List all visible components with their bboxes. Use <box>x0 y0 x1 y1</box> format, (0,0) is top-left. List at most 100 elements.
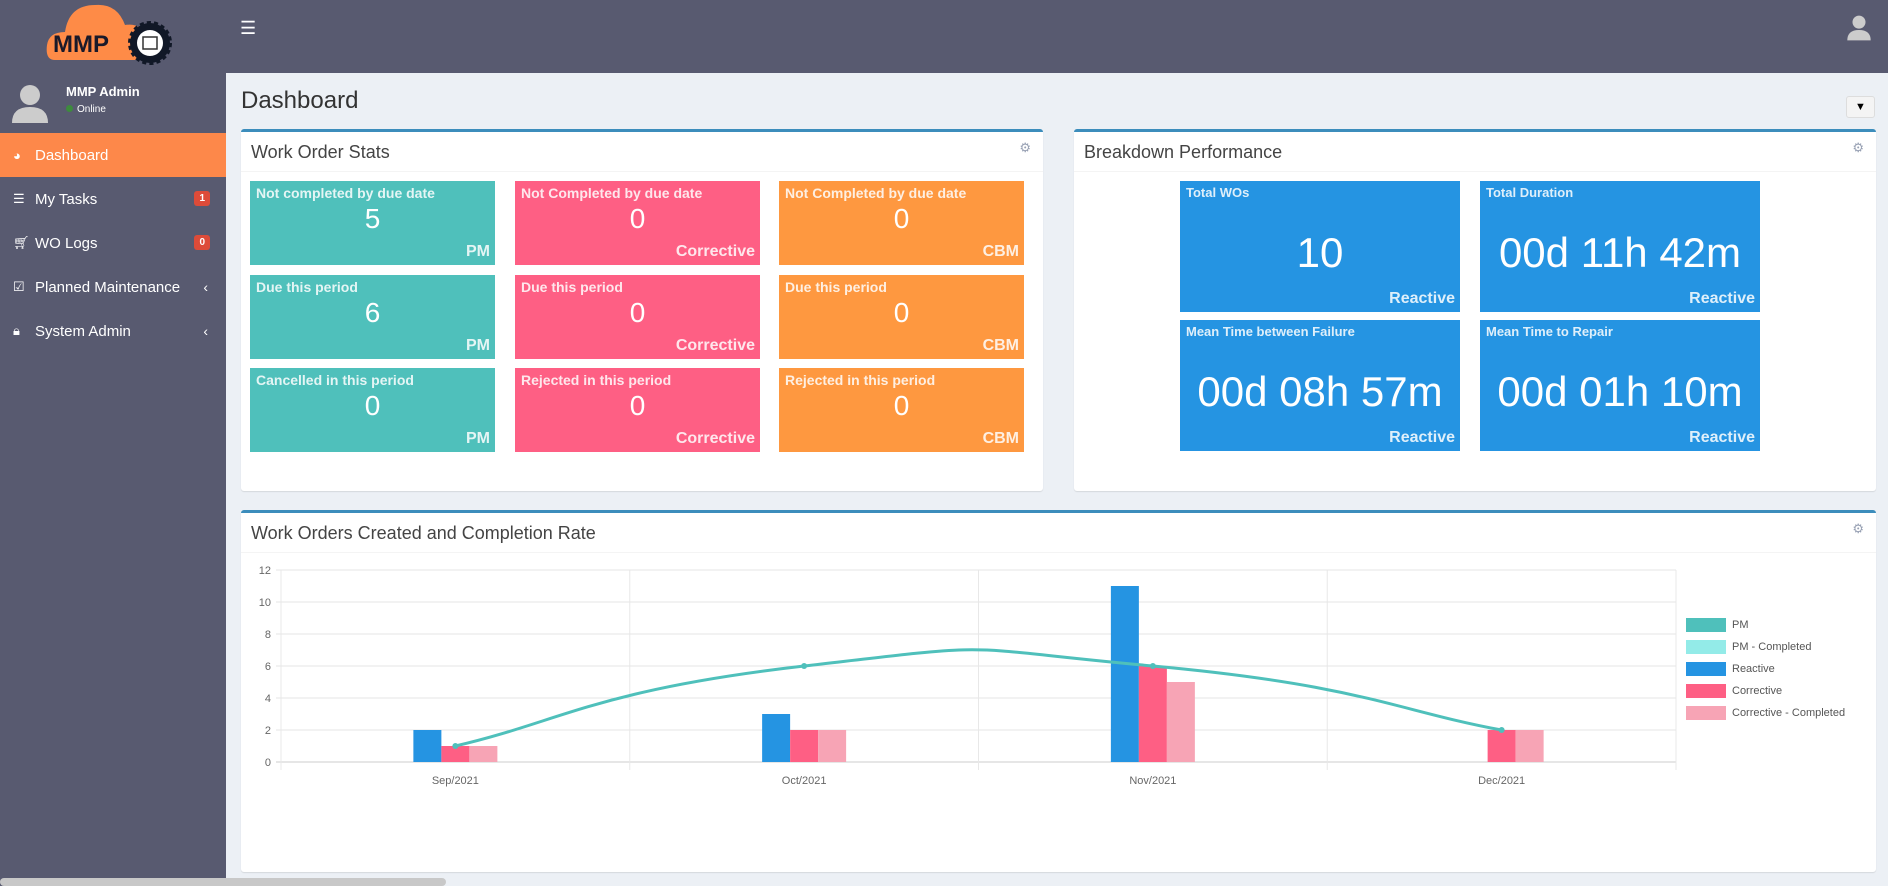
stat-value: 0 <box>629 203 646 234</box>
bar-reactive <box>1110 586 1139 762</box>
stat-card[interactable]: Rejected in this period 0 Corrective <box>515 368 760 452</box>
legend-item[interactable]: PM <box>1686 614 1845 636</box>
point-pm <box>1149 663 1156 669</box>
bar-reactive <box>413 730 442 762</box>
legend-label: PM <box>1732 619 1749 631</box>
cart-icon: 🛒︎ <box>13 235 30 250</box>
legend-item[interactable]: Corrective <box>1686 680 1845 702</box>
legend-label: Reactive <box>1732 663 1775 675</box>
work-order-stats-box: Work Order Stats ⚙ Not completed by due d… <box>241 129 1043 491</box>
stat-title: Cancelled in this period <box>256 372 414 388</box>
box-title: Breakdown Performance <box>1084 142 1283 162</box>
legend-swatch <box>1686 662 1726 676</box>
y-tick-label: 8 <box>265 629 271 641</box>
breakdown-value: 00d 01h 10m <box>1497 368 1743 415</box>
legend-swatch <box>1686 684 1726 698</box>
stat-card[interactable]: Due this period 0 CBM <box>779 275 1024 359</box>
legend-item[interactable]: Reactive <box>1686 658 1845 680</box>
user-menu-icon[interactable] <box>1846 14 1872 42</box>
stat-type: CBM <box>982 337 1019 354</box>
stat-card[interactable]: Rejected in this period 0 CBM <box>779 368 1024 452</box>
legend-item[interactable]: PM - Completed <box>1686 636 1845 658</box>
bar-corrective-completed <box>818 730 847 762</box>
avatar-icon <box>12 85 48 123</box>
calendar-check-icon: ☑ <box>13 279 25 294</box>
bar-corrective-completed <box>469 746 498 762</box>
legend-label: Corrective <box>1732 685 1783 697</box>
stat-value: 0 <box>629 297 646 328</box>
filter-button[interactable]: ▼ <box>1846 96 1875 118</box>
stat-title: Not Completed by due date <box>521 185 703 201</box>
stat-type: PM <box>466 243 490 260</box>
horizontal-scrollbar[interactable] <box>0 878 446 886</box>
stat-value: 6 <box>364 297 381 328</box>
stat-title: Rejected in this period <box>785 372 936 388</box>
y-tick-label: 2 <box>265 725 271 737</box>
stat-card[interactable]: Not completed by due date 5 PM <box>250 181 495 265</box>
stat-value: 0 <box>893 390 910 421</box>
breakdown-card[interactable]: Total WOs 10 Reactive <box>1180 181 1460 312</box>
bar-corrective-completed <box>1515 730 1544 762</box>
breakdown-type: Reactive <box>1389 429 1455 446</box>
x-tick-label: Sep/2021 <box>432 775 479 787</box>
sidebar-item-wo-logs[interactable]: 🛒︎ WO Logs 0 <box>0 221 226 265</box>
legend-item[interactable]: Corrective - Completed <box>1686 702 1845 724</box>
sidebar-item-planned-maintenance[interactable]: ☑ Planned Maintenance ‹ <box>13 278 208 296</box>
gear-icon[interactable]: ⚙ <box>1852 140 1864 155</box>
stat-title: Due this period <box>521 279 623 295</box>
chevron-left-icon: ‹ <box>203 279 208 295</box>
gear-icon[interactable]: ⚙ <box>1852 521 1864 536</box>
stat-card[interactable]: Not Completed by due date 0 Corrective <box>515 181 760 265</box>
menu-toggle-icon[interactable]: ☰ <box>240 18 257 38</box>
online-dot-icon <box>66 105 73 112</box>
breakdown-type: Reactive <box>1689 290 1755 307</box>
breakdown-performance-box: Breakdown Performance ⚙ Total WOs 10 Reacti… <box>1074 129 1876 491</box>
point-pm <box>801 663 808 669</box>
sidebar-item-system-admin[interactable]: 🔒︎ System Admin ‹ <box>13 322 208 340</box>
bar-corrective-completed <box>1166 682 1195 762</box>
legend-swatch <box>1686 640 1726 654</box>
stat-type: CBM <box>982 243 1019 260</box>
mmp-logo[interactable]: MMP <box>45 0 175 68</box>
breakdown-title: Total WOs <box>1186 185 1250 200</box>
line-pm <box>455 648 1502 748</box>
box-title: Work Order Stats <box>251 142 390 162</box>
lock-icon: 🔒︎ <box>13 323 20 338</box>
legend-swatch <box>1686 706 1726 720</box>
bar-corrective <box>790 730 819 762</box>
sidebar-item-dashboard[interactable]: ◕ Dashboard <box>0 133 226 177</box>
sidebar-menu: ◕ Dashboard ☰ My Tasks 1 🛒︎ WO Logs 0 ☑ Planne… <box>0 133 226 353</box>
stat-title: Not completed by due date <box>256 185 435 201</box>
legend-swatch <box>1686 618 1726 632</box>
bar-corrective <box>1487 730 1516 762</box>
stat-type: Corrective <box>675 337 755 354</box>
box-header: Breakdown Performance ⚙ <box>1074 132 1876 172</box>
stat-type: CBM <box>982 430 1019 447</box>
sidebar-item-my-tasks[interactable]: ☰ My Tasks 1 <box>0 177 226 221</box>
legend-label: PM - Completed <box>1732 641 1812 653</box>
chart-legend: PM PM - Completed Reactive Corrective Correc… <box>1686 614 1845 724</box>
top-navbar <box>0 0 1888 73</box>
breakdown-title: Mean Time to Repair <box>1486 324 1613 339</box>
breakdown-title: Mean Time between Failure <box>1186 324 1355 339</box>
y-tick-label: 4 <box>265 693 271 705</box>
gear-icon[interactable]: ⚙ <box>1019 140 1031 155</box>
breakdown-title: Total Duration <box>1486 185 1574 200</box>
sidebar: MMP MMP Admin Online ◕ Dashboard ☰ My Task… <box>0 0 226 886</box>
stat-type: Corrective <box>675 243 755 260</box>
breakdown-card[interactable]: Mean Time between Failure 00d 08h 57m Reac… <box>1180 320 1460 451</box>
wo-logs-badge: 0 <box>194 235 210 250</box>
breakdown-type: Reactive <box>1389 290 1455 307</box>
stat-title: Due this period <box>256 279 358 295</box>
stat-card[interactable]: Due this period 6 PM <box>250 275 495 359</box>
bar-corrective <box>441 746 470 762</box>
y-tick-label: 0 <box>265 757 271 769</box>
x-tick-label: Oct/2021 <box>782 775 827 787</box>
stat-card[interactable]: Cancelled in this period 0 PM <box>250 368 495 452</box>
page-title: Dashboard <box>241 87 359 114</box>
stat-card[interactable]: Not Completed by due date 0 CBM <box>779 181 1024 265</box>
stat-type: PM <box>466 337 490 354</box>
breakdown-card[interactable]: Total Duration 00d 11h 42m Reactive <box>1480 181 1760 312</box>
stat-card[interactable]: Due this period 0 Corrective <box>515 275 760 359</box>
breakdown-card[interactable]: Mean Time to Repair 00d 01h 10m Reactive <box>1480 320 1760 451</box>
